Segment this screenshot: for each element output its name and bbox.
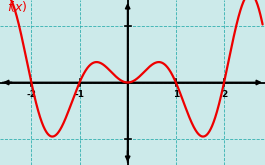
Text: $f\!(x)$: $f\!(x)$ [7,0,28,14]
Text: 2: 2 [221,90,227,99]
Text: -2: -2 [26,90,36,99]
Text: 1: 1 [173,90,179,99]
Text: -1: -1 [74,90,85,99]
